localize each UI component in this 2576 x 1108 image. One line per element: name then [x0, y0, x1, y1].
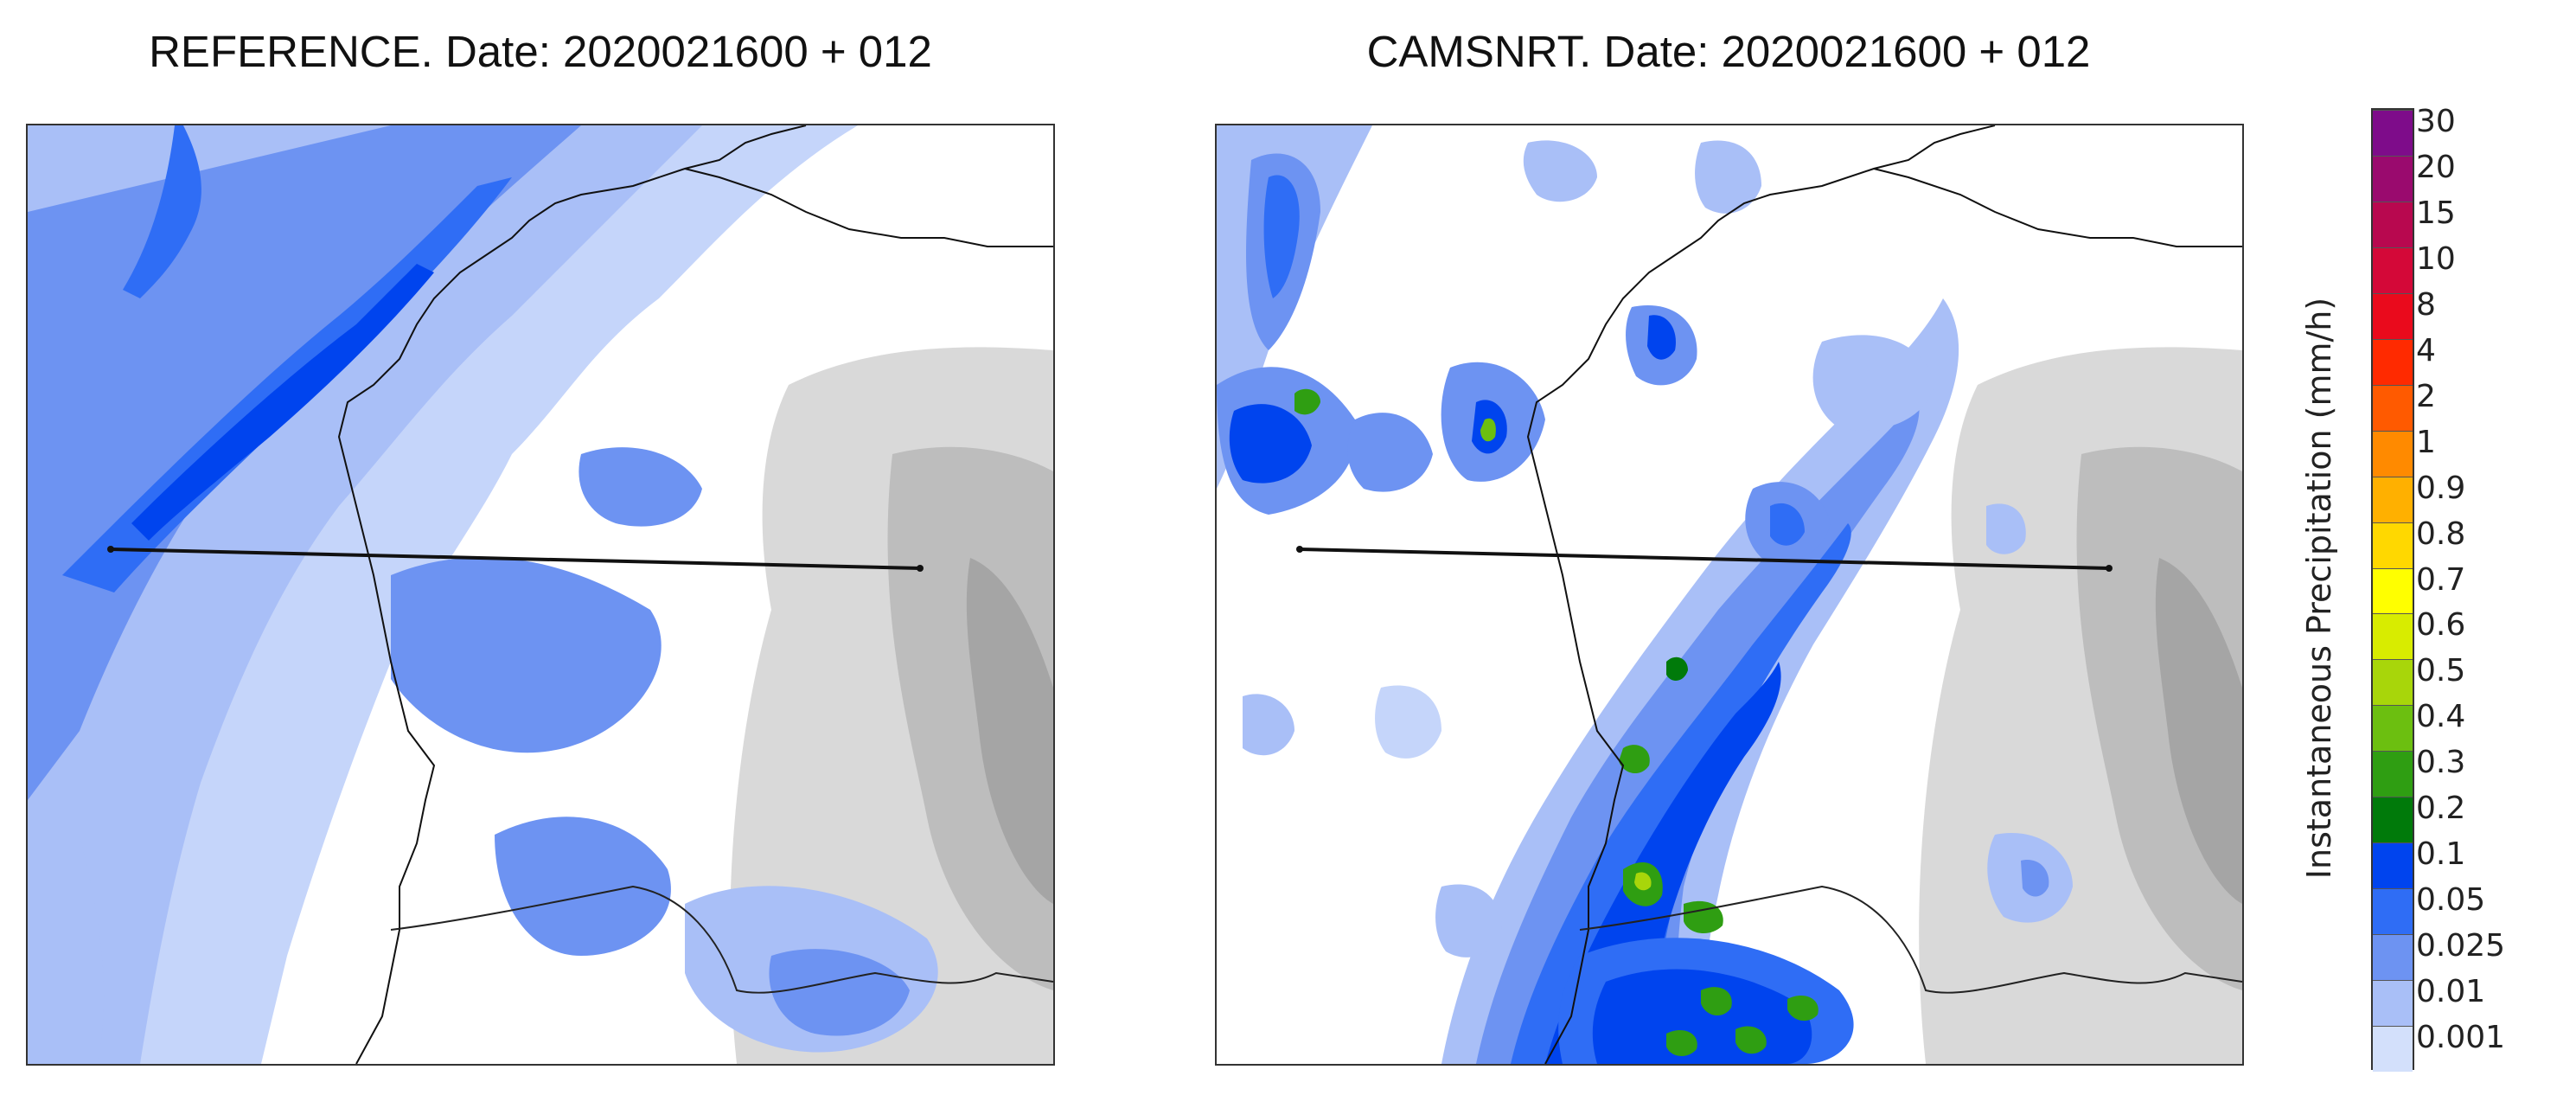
colorbar-tick-label: 0.9	[2416, 470, 2466, 506]
colorbar-tick-label: 0.6	[2416, 607, 2466, 644]
transect-line	[1299, 548, 2110, 570]
colorbar-tick-label: 30	[2416, 104, 2456, 139]
colorbar-tick-label: 0.1	[2416, 836, 2466, 873]
colorbar-label: Instantaneous Precipitation (mm/h)	[2300, 297, 2338, 880]
colorbar-cell	[2373, 613, 2413, 660]
precipitation-colorbar	[2371, 108, 2414, 1072]
colorbar-tick-label: 2	[2416, 378, 2436, 414]
colorbar-cell	[2373, 201, 2413, 247]
colorbar-tick-label: 0.001	[2416, 1020, 2506, 1056]
camsnrt-precipitation-map	[1215, 124, 2244, 1066]
colorbar-tick-label: 4	[2416, 332, 2436, 368]
coastline	[337, 125, 807, 1064]
colorbar-cell	[2373, 430, 2413, 477]
colorbar-tick-label: 0.01	[2416, 974, 2486, 1010]
colorbar-tick-label: 0.5	[2416, 653, 2466, 689]
right-panel-title: CAMSNRT. Date: 2020021600 + 012	[1366, 27, 2091, 76]
colorbar-cell	[2373, 842, 2413, 889]
left-panel-title: REFERENCE. Date: 2020021600 + 012	[149, 27, 932, 76]
colorbar-tick-label: 0.8	[2416, 516, 2466, 552]
colorbar-cell	[2373, 888, 2413, 935]
colorbar-cell	[2373, 934, 2413, 981]
colorbar-cell	[2373, 659, 2413, 706]
colorbar-cell	[2373, 980, 2413, 1027]
colorbar-cell	[2373, 292, 2413, 339]
colorbar-cell	[2373, 522, 2413, 568]
colorbar-cell	[2373, 705, 2413, 752]
colorbar-cell	[2373, 384, 2413, 431]
colorbar-tick-label: 0.2	[2416, 791, 2466, 827]
colorbar-cell	[2373, 476, 2413, 522]
colorbar-cell	[2373, 247, 2413, 293]
colorbar-cell	[2373, 1026, 2413, 1072]
colorbar-cell	[2373, 110, 2413, 156]
colorbar-cell	[2373, 567, 2413, 614]
colorbar-cell	[2373, 338, 2413, 385]
colorbar-tick-label: 0.3	[2416, 745, 2466, 781]
colorbar-cell	[2373, 155, 2413, 202]
reference-precipitation-map	[26, 124, 1055, 1066]
colorbar-tick-label: 0.025	[2416, 928, 2506, 964]
convective-cell	[1666, 656, 1688, 681]
transect-line	[110, 548, 921, 570]
border-line	[390, 885, 1053, 994]
colorbar-tick-label: 0.7	[2416, 561, 2466, 598]
colorbar-tick-label: 0.05	[2416, 882, 2486, 919]
colorbar-tick-label: 8	[2416, 286, 2436, 323]
colorbar-tick-label: 0.4	[2416, 699, 2466, 735]
colorbar-tick-label: 15	[2416, 195, 2456, 231]
colorbar-cell	[2373, 797, 2413, 843]
colorbar-tick-label: 20	[2416, 149, 2456, 185]
colorbar-tick-label: 1	[2416, 424, 2436, 460]
colorbar-cell	[2373, 751, 2413, 797]
colorbar-tick-label: 10	[2416, 240, 2456, 277]
